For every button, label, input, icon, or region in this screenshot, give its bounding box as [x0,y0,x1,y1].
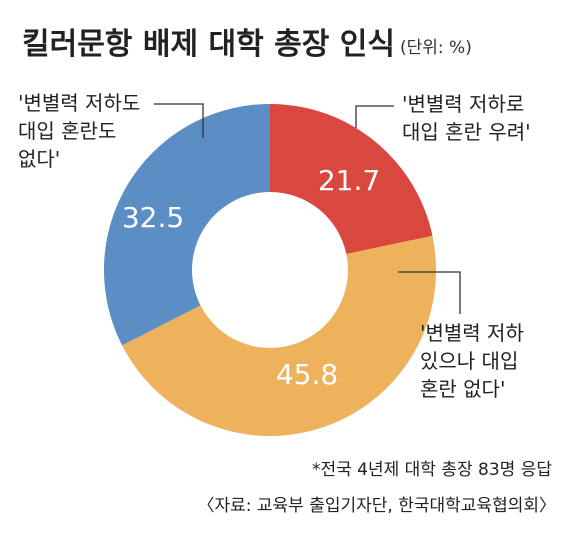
leader-line-0 [355,105,394,128]
annotation-0-line-0: '변별력 저하로 [402,92,524,116]
annotation-2-line-2: 없다' [18,147,60,171]
source-note: 〈자료: 교육부 출입기자단, 한국대학교육협의회〉 [197,496,556,516]
annotation-2-line-1: 대입 혼란도 [18,119,116,143]
chart-unit: (단위: %) [400,38,472,58]
leader-line-1 [398,271,461,314]
annotation-1-line-0: '변별력 저하 [420,321,524,345]
slice-value-0: 21.7 [318,164,380,197]
slice-value-1: 45.8 [276,358,338,391]
annotation-0-line-1: 대입 혼란 우려' [402,120,531,144]
annotation-2-line-0: '변별력 저하도 [18,91,140,115]
slice-0 [270,104,433,254]
annotation-1-line-1: 있으나 대입 [420,349,518,373]
slice-2 [104,104,270,346]
footnote: *전국 4년제 대학 총장 83명 응답 [312,460,552,480]
annotation-1-line-2: 혼란 없다' [420,377,505,401]
leader-line-2 [154,103,204,138]
slice-value-2: 32.5 [122,201,184,234]
slice-1 [122,235,436,436]
chart-title: 킬러문항 배제 대학 총장 인식 [22,27,395,62]
